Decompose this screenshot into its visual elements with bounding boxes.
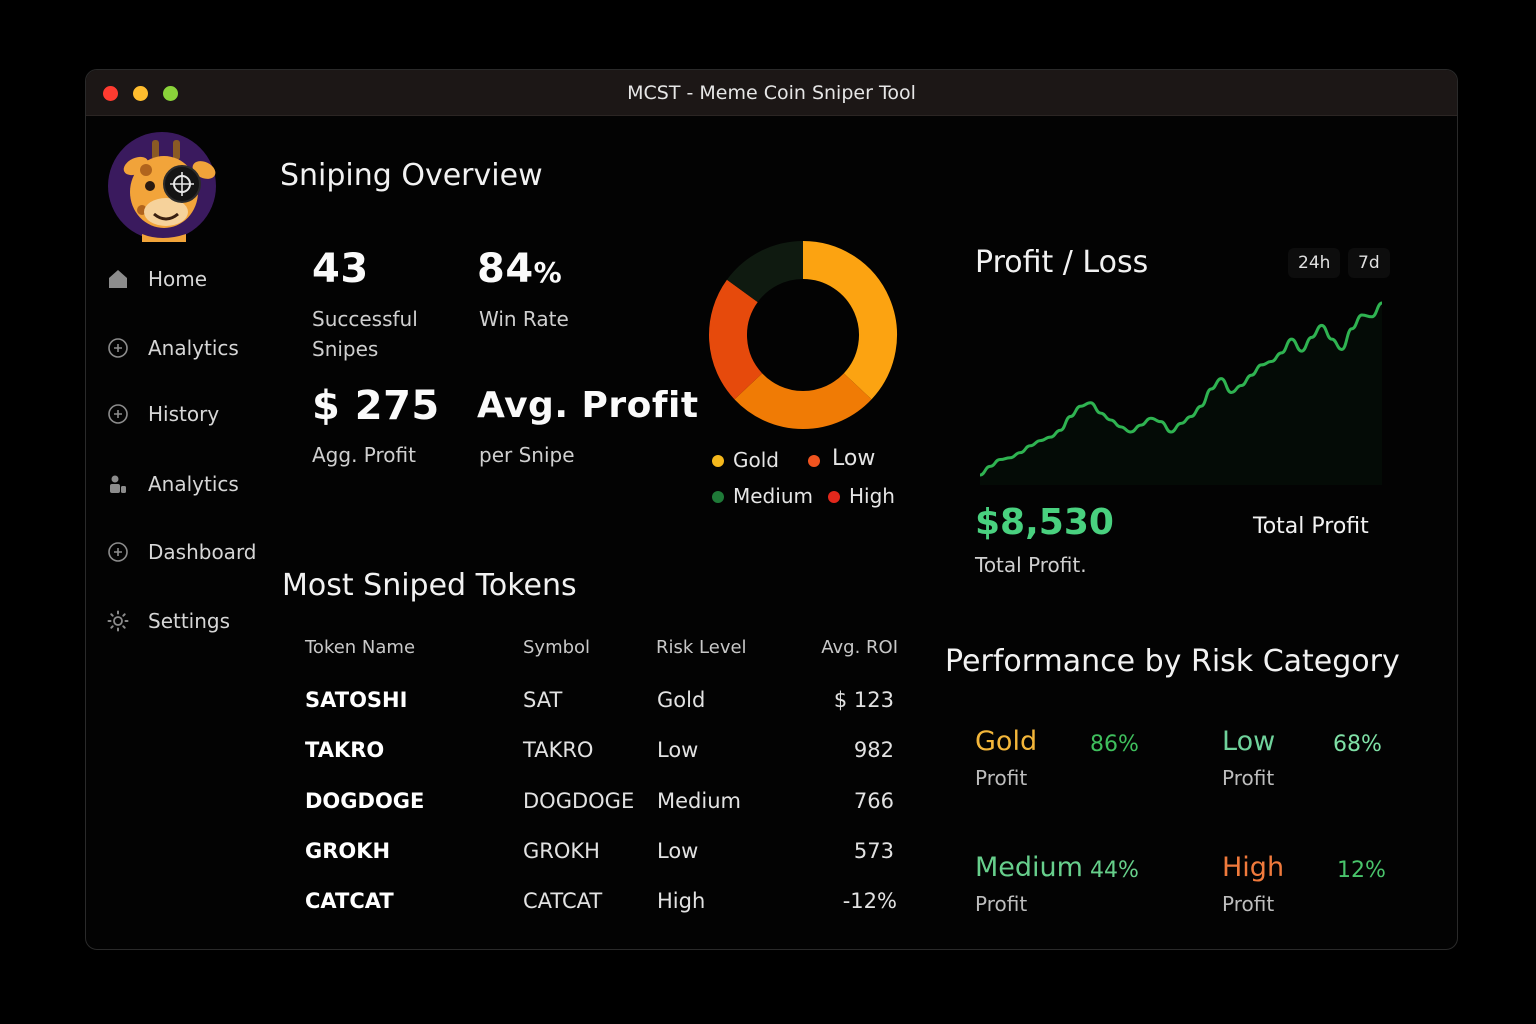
token-symbol: SAT [523,688,563,712]
sidebar-item-settings[interactable]: Settings [106,603,266,639]
sidebar-item-history[interactable]: History [106,396,266,432]
risk-category-high: High [1222,852,1285,883]
legend-label-gold: Gold [733,448,779,472]
win-rate-label: Win Rate [479,307,569,331]
win-rate-stat: 84% [477,246,562,292]
token-risk: Low [657,839,699,863]
risk-category-gold: Gold [975,726,1038,757]
pnl-series-line [979,301,1383,477]
legend-label-high: High [849,484,895,508]
sidebar-item-label: Analytics [148,336,239,360]
risk-donut-chart [709,241,897,429]
sidebar-item-label: Dashboard [148,540,257,564]
token-roi: 766 [853,789,894,813]
token-roi: 982 [853,738,894,762]
token-roi: -12% [842,889,897,913]
token-symbol: GROKH [523,839,600,863]
risk-high-percent: 12% [1337,858,1386,883]
range-24h-button[interactable]: 24h [1288,248,1341,278]
donut-segment-gold [802,241,897,400]
col-header-risk-level: Risk Level [656,637,747,658]
minimize-window-button[interactable] [133,86,148,101]
legend-dot-gold [712,455,724,467]
token-symbol: DOGDOGE [523,789,635,813]
avg-profit-title: Avg. Profit [477,385,699,426]
token-risk: Low [657,738,699,762]
token-risk: Gold [657,688,706,712]
title-bar: MCST - Meme Coin Sniper Tool [86,70,1457,116]
legend-label-low: Low [832,446,876,471]
avg-profit-label: per Snipe [479,443,575,467]
token-risk: High [657,889,706,913]
token-roi: $ 123 [833,688,894,712]
legend-label-medium: Medium [733,484,813,508]
plus-circle-icon [106,540,130,564]
risk-medium-percent: 44% [1090,858,1139,883]
home-icon [106,267,130,291]
sidebar-item-analytics[interactable]: Analytics [106,330,266,366]
total-profit-caption: Total Profit. [975,553,1087,577]
plus-circle-icon [106,336,130,360]
risk-high-sub: Profit [1222,892,1275,916]
legend-dot-medium [712,491,724,503]
sidebar-item-label: Settings [148,609,231,633]
overview-title: Sniping Overview [280,158,543,193]
sidebar-item-analytics-2[interactable]: Analytics [106,466,266,502]
token-name: SATOSHI [305,688,408,712]
token-name: TAKRO [305,738,385,762]
legend-dot-low [808,455,820,467]
token-roi: 573 [853,839,894,863]
token-name: GROKH [305,839,391,863]
win-rate-unit: % [533,256,563,289]
col-header-symbol: Symbol [523,637,591,658]
token-risk: Medium [657,789,741,813]
risk-category-medium: Medium [975,852,1083,883]
donut-segment-high [709,279,763,400]
agg-profit-value: $ 275 [312,383,440,429]
maximize-window-button[interactable] [163,86,178,101]
risk-gold-sub: Profit [975,766,1028,790]
donut-segment-low [734,372,872,429]
profit-loss-line-chart [979,301,1383,485]
legend-dot-high [828,491,840,503]
close-window-button[interactable] [103,86,118,101]
risk-category-low: Low [1222,726,1276,757]
col-header-token-name: Token Name [305,637,416,658]
token-symbol: TAKRO [523,738,594,762]
user-group-icon [106,472,130,496]
donut-segment-medium [726,241,804,303]
sidebar-item-dashboard[interactable]: Dashboard [106,534,266,570]
col-header-avg-roi: Avg. ROI [821,637,898,658]
sidebar-item-home[interactable]: Home [106,261,266,297]
gear-icon [106,609,130,633]
risk-low-sub: Profit [1222,766,1275,790]
total-profit-label: Total Profit [1253,514,1369,539]
pnl-area [980,303,1382,485]
token-symbol: CATCAT [523,889,603,913]
performance-title: Performance by Risk Category [945,644,1400,679]
total-profit-value: $8,530 [975,502,1114,543]
win-rate-value: 84 [477,246,534,292]
range-7d-button[interactable]: 7d [1348,248,1390,278]
sidebar-item-label: Analytics [148,472,239,496]
plus-circle-icon [106,402,130,426]
tokens-title: Most Sniped Tokens [282,568,577,603]
sidebar-item-label: History [148,402,220,426]
token-name: DOGDOGE [305,789,425,813]
profit-loss-title: Profit / Loss [975,245,1149,280]
token-name: CATCAT [305,889,394,913]
risk-low-percent: 68% [1333,732,1382,757]
successful-snipes-label-2: Snipes [312,337,379,361]
successful-snipes-label: Successful [312,307,418,331]
agg-profit-label: Agg. Profit [312,443,416,467]
window-title: MCST - Meme Coin Sniper Tool [627,82,916,104]
giraffe-logo-avatar [108,132,216,242]
app-window: MCST - Meme Coin Sniper Tool Home Analyt… [85,69,1458,950]
risk-medium-sub: Profit [975,892,1028,916]
sidebar-item-label: Home [148,267,208,291]
risk-gold-percent: 86% [1090,732,1139,757]
successful-snipes-value: 43 [312,246,369,292]
